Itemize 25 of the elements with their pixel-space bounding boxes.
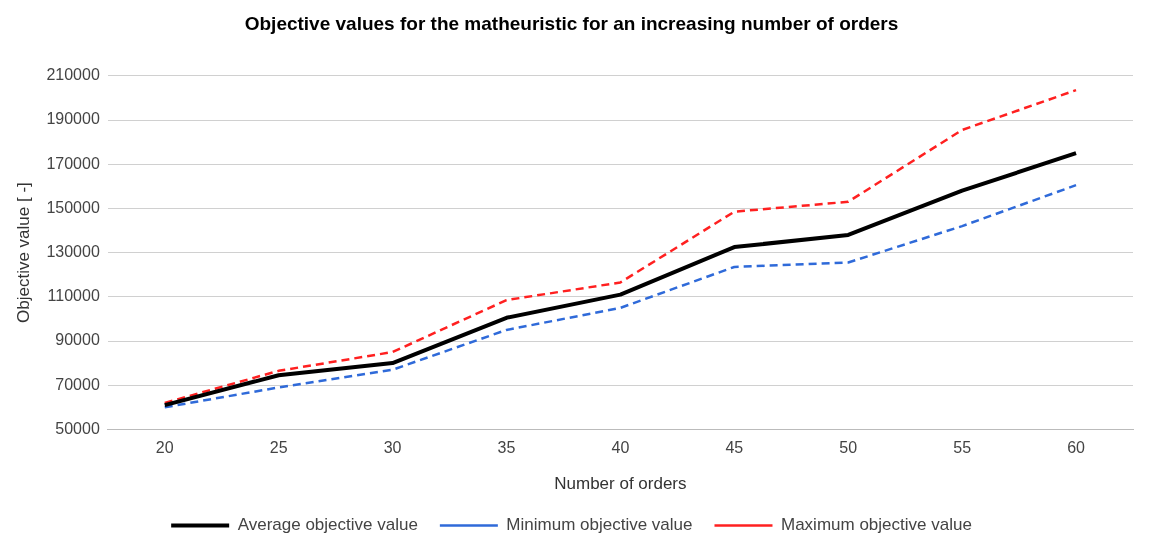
y-tick-label: 90000 bbox=[55, 331, 100, 349]
x-axis-title: Number of orders bbox=[554, 474, 687, 494]
x-tick-label: 35 bbox=[497, 439, 516, 457]
y-tick-label: 170000 bbox=[46, 154, 100, 172]
x-tick-label: 25 bbox=[269, 439, 288, 457]
y-tick-label: 110000 bbox=[47, 287, 100, 305]
x-tick-label: 20 bbox=[155, 439, 174, 457]
chart-title: Objective values for the matheuristic for an increasing number of orders bbox=[244, 12, 899, 34]
x-tick-label: 30 bbox=[383, 439, 402, 457]
line-series bbox=[163, 88, 1078, 405]
y-tick-label: 130000 bbox=[46, 243, 100, 261]
x-tick-label: 40 bbox=[611, 439, 630, 457]
y-tick-label: 210000 bbox=[46, 66, 100, 84]
y-tick-label: 70000 bbox=[55, 375, 100, 393]
legend-label: Minimum objective value bbox=[506, 515, 693, 535]
x-tick-label: 45 bbox=[725, 439, 744, 457]
legend-label: Maximum objective value bbox=[780, 515, 972, 535]
y-axis-title: Objective value [ -] bbox=[13, 182, 33, 323]
x-tick-label: 60 bbox=[1067, 439, 1086, 457]
legend-label: Average objective value bbox=[237, 515, 418, 535]
y-tick-label: 50000 bbox=[55, 419, 100, 437]
x-tick-label: 55 bbox=[953, 439, 972, 457]
x-tick-label: 50 bbox=[839, 439, 858, 457]
y-tick-label: 150000 bbox=[46, 198, 100, 216]
y-tick-label: 190000 bbox=[46, 110, 100, 128]
